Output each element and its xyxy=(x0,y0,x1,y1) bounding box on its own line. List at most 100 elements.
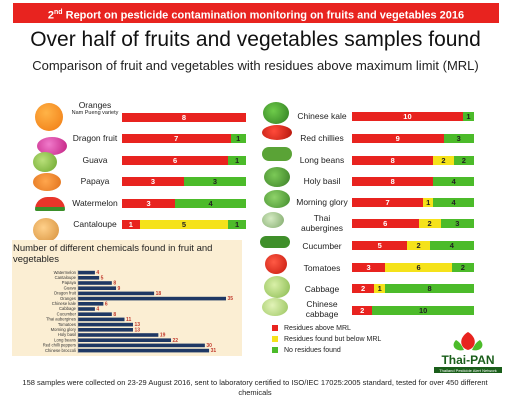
chemicals-bar xyxy=(78,291,155,296)
chinese-kale-picture xyxy=(263,102,289,124)
chemicals-bar xyxy=(78,343,205,348)
chemicals-tick-label: Long beans xyxy=(54,337,76,342)
papaya-picture xyxy=(33,173,61,191)
chemicals-tick-label: Chinese kale xyxy=(52,301,77,306)
bar-segment-above-mrl: 7 xyxy=(352,198,424,207)
bar-segment-no-residues: 2 xyxy=(451,263,474,272)
bar-segment-above-mrl: 8 xyxy=(352,177,434,186)
label-cabbage: Cabbage xyxy=(304,284,340,294)
chemicals-bar xyxy=(78,302,104,306)
watermelon-picture xyxy=(35,197,65,211)
bar-segment-no-residues: 10 xyxy=(372,306,474,315)
chemicals-bar xyxy=(78,286,117,290)
cantaloupe-picture xyxy=(33,218,59,242)
report-banner: 2nd Report on pesticide contamination mo… xyxy=(13,3,499,23)
bar-segment-no-residues: 3 xyxy=(440,219,474,228)
bar-segment-below-mrl: 2 xyxy=(433,156,454,165)
bar-segment-no-residues: 3 xyxy=(184,177,246,186)
label-tomatoes: Tomatoes xyxy=(303,263,341,273)
chemicals-bar xyxy=(78,338,172,342)
label-papaya: Papaya xyxy=(80,176,110,186)
morning-glory-picture xyxy=(264,190,290,208)
chemicals-value-label: 35 xyxy=(228,296,234,302)
bar-segment-above-mrl: 3 xyxy=(122,177,184,186)
bar-segment-above-mrl: 9 xyxy=(352,134,444,143)
bar-segment-above-mrl: 8 xyxy=(352,156,434,165)
label-cucumber: Cucumber xyxy=(302,241,342,251)
orange-picture xyxy=(35,103,63,131)
bar-segment-above-mrl: 10 xyxy=(352,112,463,121)
label-chinese-kale: Chinese kale xyxy=(297,111,347,121)
subheadline: Comparison of fruit and vegetables with … xyxy=(32,58,479,73)
bar-segment-no-residues: 4 xyxy=(433,198,474,207)
bar-chinese-cabbage: 2 10 xyxy=(352,306,474,315)
chemicals-tick-label: Cabbage xyxy=(59,306,77,311)
label-watermelon: Watermelon xyxy=(72,198,118,208)
bar-segment-no-residues: 4 xyxy=(175,199,246,208)
bar-segment-no-residues: 8 xyxy=(385,284,474,293)
chemicals-tick-label: Red chilli peppers xyxy=(43,343,76,348)
bar-oranges: 8 xyxy=(122,113,246,122)
label-holy-basil: Holy basil xyxy=(303,176,341,186)
bar-segment-no-residues: 3 xyxy=(443,134,474,143)
chemicals-value-label: 6 xyxy=(105,301,108,307)
chemicals-bar xyxy=(78,270,95,275)
svg-text:Thailand Pesticide Alert Netwo: Thailand Pesticide Alert Network xyxy=(439,368,497,373)
chemicals-value-label: 8 xyxy=(113,281,116,287)
bar-segment-above-mrl: 3 xyxy=(352,263,386,272)
chemicals-bar xyxy=(78,296,226,301)
holy-basil-picture xyxy=(264,167,290,187)
bar-segment-above-mrl: 2 xyxy=(352,306,373,315)
footer-note: 158 samples were collected on 23-29 Augu… xyxy=(22,378,488,397)
chemicals-tick-label: Holy basil xyxy=(58,332,76,337)
bar-segment-below-mrl: 2 xyxy=(418,219,441,228)
label-guava: Guava xyxy=(82,155,108,165)
chemicals-tick-label: Morning glory xyxy=(51,327,77,332)
bar-segment-no-residues: 1 xyxy=(228,220,246,229)
chemicals-bar-chart: Watermelon 4 Cantaloupe 5 Papaya 8 Guava 9 Drago… xyxy=(43,270,234,354)
chinese-cabbage-picture xyxy=(262,298,288,316)
bar-segment-no-residues: 1 xyxy=(230,134,246,143)
label-morning-glory: Morning glory xyxy=(296,197,348,207)
tomatoes-picture xyxy=(265,254,287,274)
thai-aubergines-picture xyxy=(262,212,284,228)
chemicals-bar xyxy=(78,307,95,311)
bar-segment-no-residues: 1 xyxy=(462,112,474,121)
chemicals-value-label: 9 xyxy=(118,286,121,292)
chemicals-tick-label: Dragon fruit xyxy=(54,291,77,296)
chemicals-bar xyxy=(78,312,112,316)
headline: Over half of fruits and vegetables sampl… xyxy=(30,28,481,51)
bar-segment-above-mrl: 3 xyxy=(122,199,176,208)
bar-segment-no-residues: 4 xyxy=(429,241,474,250)
chemicals-bar xyxy=(78,328,133,332)
chemicals-bar xyxy=(78,281,112,285)
chemicals-tick-label: Thai aubergines xyxy=(46,317,76,322)
cabbage-picture xyxy=(264,276,290,298)
chemicals-value-label: 31 xyxy=(211,348,217,354)
bar-segment-below-mrl: 2 xyxy=(407,241,430,250)
label-long-beans: Long beans xyxy=(299,155,345,165)
bar-segment-above-mrl: 1 xyxy=(122,220,140,229)
chemicals-value-label: 4 xyxy=(96,307,99,313)
bar-segment-above-mrl: 7 xyxy=(122,134,231,143)
bar-segment-above-mrl: 6 xyxy=(122,156,229,165)
chemicals-tick-label: Oranges xyxy=(60,296,76,301)
chemicals-tick-label: Chinese broccoli xyxy=(45,348,76,353)
chemicals-value-label: 13 xyxy=(134,322,140,328)
chemicals-value-label: 5 xyxy=(101,275,104,281)
chemicals-bar xyxy=(78,348,210,353)
chemicals-value-label: 30 xyxy=(206,343,212,349)
label-cantaloupe: Cantaloupe xyxy=(73,219,117,229)
cucumber-picture xyxy=(260,236,290,248)
chemicals-tick-label: Watermelon xyxy=(54,270,77,275)
